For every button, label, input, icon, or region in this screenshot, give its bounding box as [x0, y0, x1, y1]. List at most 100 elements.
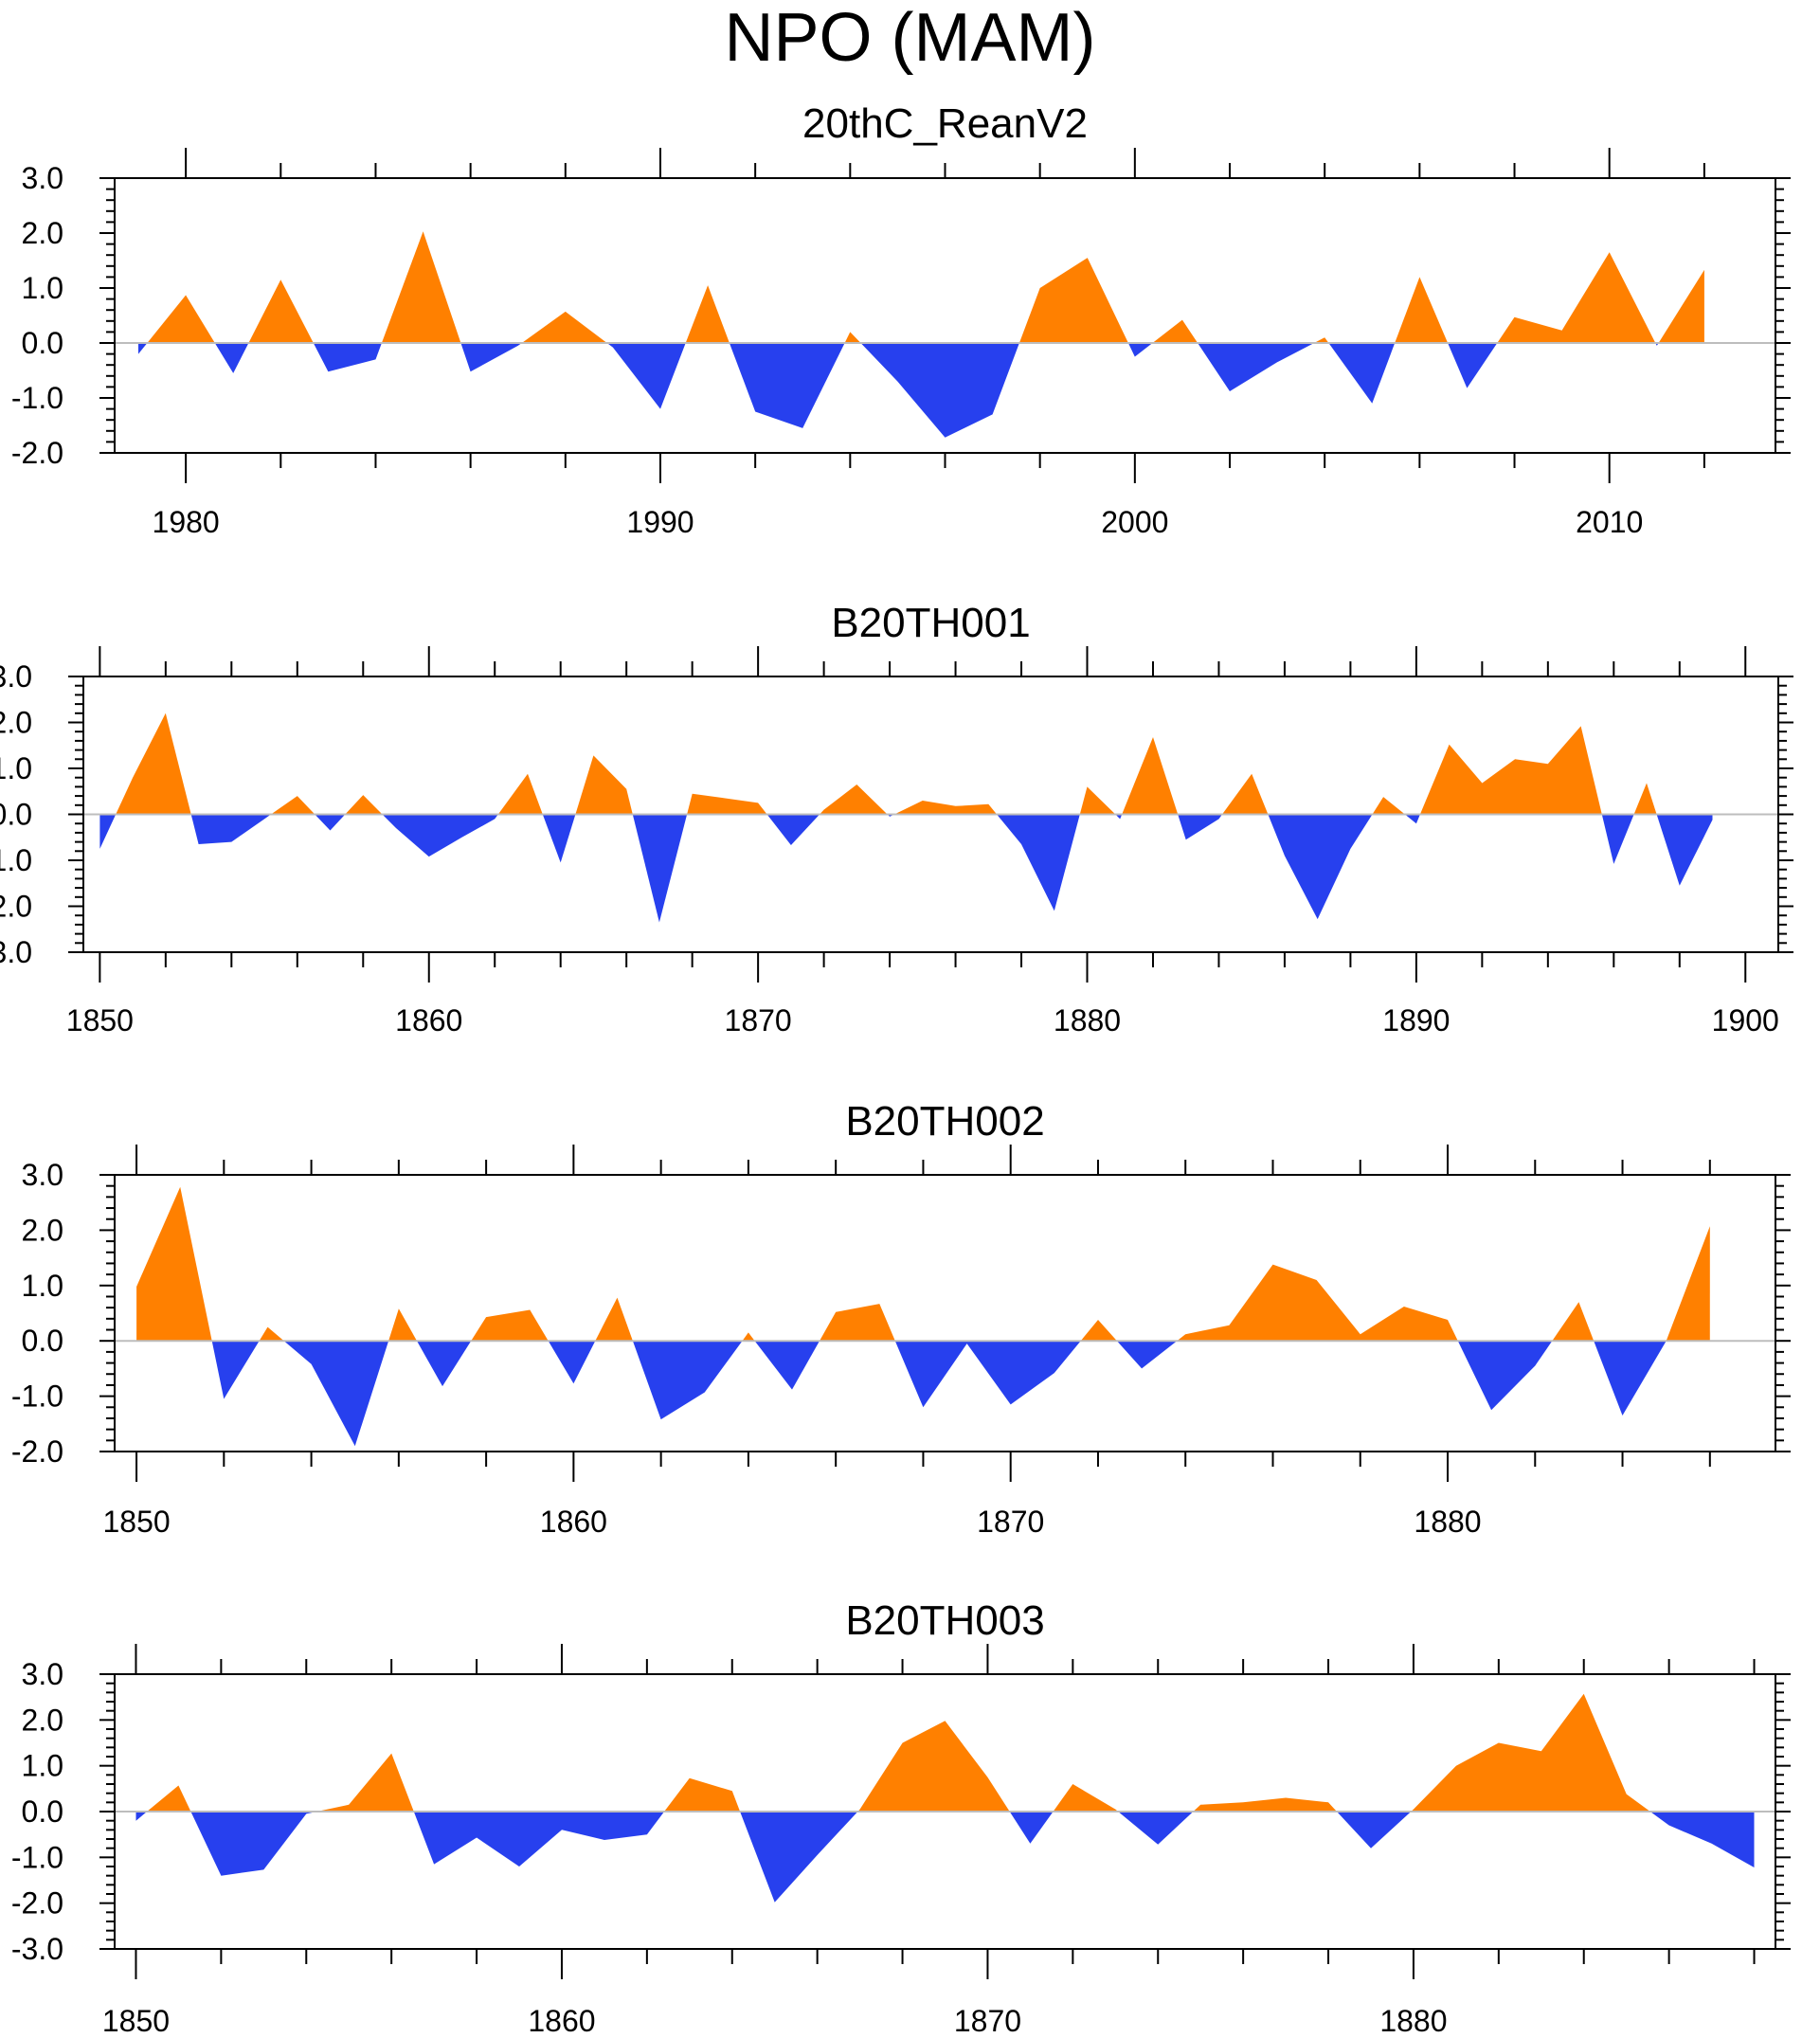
positive-area-4 — [316, 1753, 414, 1812]
x-tick-label: 1860 — [528, 2004, 595, 2038]
positive-area-17 — [1177, 1264, 1458, 1342]
x-tick-label: 1880 — [1414, 1505, 1481, 1539]
y-tick-label: 3.0 — [22, 161, 63, 195]
y-tick-label: 1.0 — [22, 1749, 63, 1783]
y-tick-label: 0.0 — [22, 1795, 63, 1829]
negative-area-13 — [1337, 1812, 1412, 1849]
y-tick-label: -2.0 — [0, 890, 32, 924]
negative-area-27 — [1601, 814, 1634, 864]
positive-area-4 — [271, 796, 315, 815]
negative-area-9 — [1009, 1812, 1054, 1844]
positive-area-22 — [1497, 252, 1656, 343]
positive-area-16 — [1152, 319, 1198, 343]
negative-area-5 — [413, 1812, 665, 1867]
positive-area-8 — [521, 311, 607, 343]
negative-area-21 — [1178, 814, 1222, 840]
negative-area-5 — [315, 814, 346, 831]
positive-area-2 — [147, 295, 215, 343]
positive-area-2 — [116, 712, 191, 815]
negative-area-3 — [190, 1812, 317, 1876]
y-tick-label: 1.0 — [22, 1269, 63, 1303]
y-tick-label: 2.0 — [22, 1703, 63, 1737]
positive-area-6 — [345, 795, 383, 815]
y-tick-label: -1.0 — [11, 1840, 63, 1874]
positive-area-3 — [259, 1326, 284, 1342]
negative-area-4 — [283, 1341, 389, 1447]
positive-area-6 — [381, 231, 461, 343]
x-tick-label: 1850 — [66, 1003, 134, 1037]
negative-area-2 — [211, 1341, 260, 1399]
x-tick-label: 1890 — [1382, 1003, 1450, 1037]
x-tick-label: 1860 — [540, 1505, 607, 1539]
positive-area-26 — [1419, 726, 1602, 815]
x-tick-label: 1900 — [1712, 1003, 1779, 1037]
x-tick-label: 2000 — [1101, 505, 1168, 539]
positive-area-8 — [857, 1721, 1010, 1812]
negative-area-11 — [729, 343, 845, 428]
page-title: NPO (MAM) — [724, 0, 1096, 76]
positive-area-11 — [742, 1332, 755, 1342]
y-tick-label: -2.0 — [11, 1886, 63, 1921]
positive-area-24 — [1658, 269, 1704, 343]
y-tick-label: 0.0 — [0, 798, 32, 832]
x-tick-label: 1990 — [626, 505, 694, 539]
negative-area-23 — [1268, 814, 1373, 920]
y-tick-label: -1.0 — [0, 843, 32, 877]
x-tick-label: 1860 — [395, 1003, 462, 1037]
negative-area-1 — [99, 814, 117, 849]
y-tick-label: 0.0 — [22, 1324, 63, 1358]
y-tick-label: 0.0 — [22, 326, 63, 360]
negative-area-21 — [1448, 343, 1498, 388]
chart-panel-2: B20TH001 -3.0 -2.0 -1.0 0.0 1.0 2.0 3.0 1850 1860… — [0, 600, 1793, 1037]
negative-area-1 — [138, 343, 148, 354]
positive-area-4 — [248, 280, 314, 343]
y-tick-label: 3.0 — [0, 659, 32, 694]
positive-area-19 — [1552, 1302, 1595, 1342]
positive-area-13 — [820, 1304, 895, 1342]
negative-area-9 — [606, 343, 686, 409]
negative-area-14 — [894, 1341, 1081, 1408]
x-tick-label: 2010 — [1576, 505, 1643, 539]
positive-area-14 — [820, 785, 888, 815]
x-tick-label: 1880 — [1054, 1003, 1121, 1037]
negative-area-17 — [997, 814, 1080, 911]
negative-area-13 — [766, 814, 820, 845]
positive-area-18 — [1314, 337, 1329, 343]
negative-area-20 — [1594, 1341, 1667, 1416]
chart-panel-4: B20TH003 -3.0 -2.0 -1.0 0.0 1.0 2.0 3.0 1850 1860… — [11, 1597, 1791, 2038]
y-tick-label: -2.0 — [11, 1434, 63, 1469]
positive-area-5 — [388, 1308, 417, 1342]
y-tick-label: 3.0 — [22, 1158, 63, 1192]
chart-title: B20TH003 — [845, 1597, 1044, 1644]
negative-area-18 — [1457, 1341, 1553, 1411]
positive-area-28 — [1633, 783, 1657, 815]
positive-area-6 — [664, 1777, 741, 1812]
negative-area-19 — [1328, 343, 1396, 404]
y-tick-label: -3.0 — [11, 1932, 63, 1966]
x-tick-label: 1870 — [977, 1505, 1044, 1539]
y-tick-label: -1.0 — [11, 381, 63, 415]
positive-area-12 — [687, 793, 767, 815]
negative-area-3 — [214, 343, 249, 373]
positive-area-20 — [1122, 737, 1179, 815]
positive-area-21 — [1666, 1226, 1710, 1342]
negative-area-17 — [1198, 343, 1315, 391]
x-tick-label: 1980 — [153, 505, 220, 539]
chart-title: B20TH001 — [831, 600, 1030, 646]
y-tick-label: 1.0 — [0, 751, 32, 785]
negative-area-8 — [548, 1341, 596, 1384]
positive-area-24 — [1372, 797, 1405, 815]
negative-area-29 — [1656, 814, 1713, 886]
positive-area-1 — [136, 1186, 212, 1342]
positive-area-12 — [844, 332, 861, 343]
plot-frame — [114, 1174, 1776, 1452]
y-tick-label: 3.0 — [22, 1657, 63, 1691]
y-tick-label: 2.0 — [22, 1213, 63, 1247]
positive-area-15 — [1080, 1320, 1117, 1342]
negative-area-9 — [542, 814, 576, 863]
positive-area-8 — [497, 773, 543, 815]
negative-area-11 — [632, 814, 688, 923]
x-tick-label: 1870 — [954, 2004, 1021, 2038]
positive-area-18 — [1079, 786, 1116, 815]
